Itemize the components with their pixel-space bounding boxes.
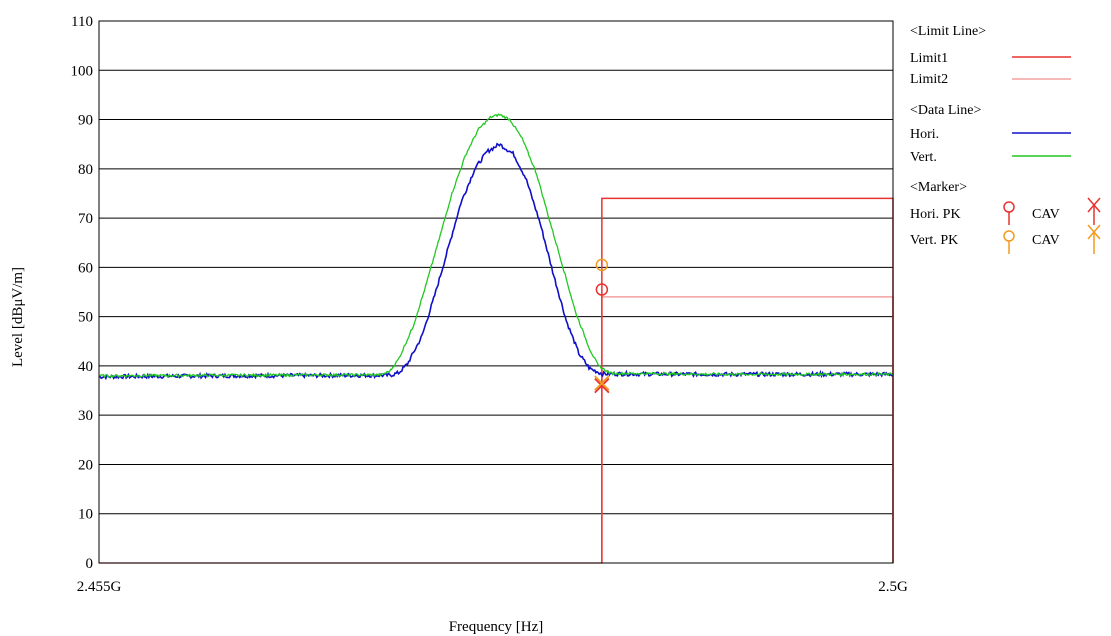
y-tick-label: 30 <box>78 408 93 424</box>
y-tick-label: 40 <box>78 359 93 375</box>
legend-hori-cav-marker-icon <box>1087 197 1101 225</box>
legend-vert-cav-marker-icon <box>1087 224 1101 254</box>
legend-limit1-label: Limit1 <box>910 51 948 66</box>
legend-data-header: <Data Line> <box>910 103 981 118</box>
series-line-vert <box>98 113 894 379</box>
series-line-hori <box>98 142 894 381</box>
y-tick-label: 90 <box>78 113 93 129</box>
limit-line-limit1 <box>601 197 894 563</box>
legend-hori-label: Hori. <box>910 127 939 142</box>
y-tick-label: 50 <box>78 310 93 326</box>
legend-vert-pk-label: Vert. PK <box>910 233 958 248</box>
plot-frame <box>98 20 894 564</box>
x-tick-labels: 2.455G 2.5G <box>77 579 908 595</box>
limit-lines <box>99 197 894 564</box>
data-lines <box>98 113 894 381</box>
y-axis-title: Level [dBμV/m] <box>10 267 26 367</box>
y-tick-label: 0 <box>86 556 94 572</box>
legend-vert-cav-label: CAV <box>1032 233 1060 248</box>
marker-vert-pk <box>595 258 609 272</box>
marker-hori-pk <box>595 283 609 296</box>
legend-hori-pk-label: Hori. PK <box>910 207 961 222</box>
y-tick-labels: 0 10 20 30 40 50 60 70 80 90 100 110 <box>71 14 94 572</box>
limit-line-limit2 <box>99 296 894 564</box>
legend-marker-header: <Marker> <box>910 180 967 195</box>
horizontal-gridlines <box>99 20 893 564</box>
legend-hori-pk-marker-icon <box>1003 201 1015 225</box>
y-tick-label: 20 <box>78 457 93 473</box>
legend-limit2-label: Limit2 <box>910 72 948 87</box>
y-tick-label: 60 <box>78 260 93 276</box>
x-tick-label: 2.5G <box>878 579 908 595</box>
legend: <Limit Line> Limit1 Limit2 <Data Line> H… <box>910 24 1101 254</box>
marker-stroke <box>594 375 610 391</box>
y-tick-label: 10 <box>78 507 93 523</box>
marker-hori-cav <box>594 377 610 394</box>
y-tick-label: 70 <box>78 211 93 227</box>
y-tick-label: 80 <box>78 162 93 178</box>
x-tick-label: 2.455G <box>77 579 122 595</box>
markers <box>594 258 610 394</box>
legend-limit-header: <Limit Line> <box>910 24 986 39</box>
legend-vert-pk-marker-icon <box>1003 230 1015 254</box>
marker-vert-cav <box>594 375 610 391</box>
legend-vert-label: Vert. <box>910 150 937 165</box>
legend-hori-cav-label: CAV <box>1032 207 1060 222</box>
y-tick-label: 110 <box>71 14 93 30</box>
y-tick-label: 100 <box>71 63 94 79</box>
marker-stroke <box>594 377 610 394</box>
x-axis-title: Frequency [Hz] <box>449 619 544 635</box>
